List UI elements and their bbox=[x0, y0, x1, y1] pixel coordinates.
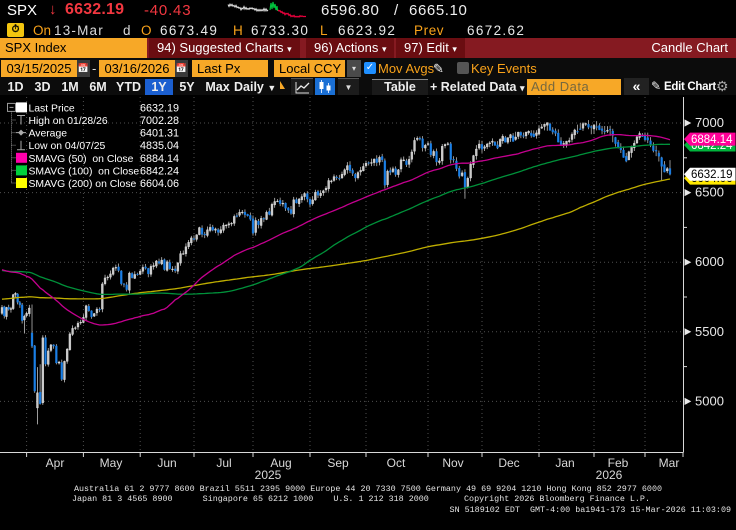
svg-text:6884.14: 6884.14 bbox=[140, 153, 179, 165]
svg-text:SMAVG (200) on Close: SMAVG (200) on Close bbox=[29, 179, 137, 190]
svg-text:5000: 5000 bbox=[695, 393, 724, 408]
svg-text:Oct: Oct bbox=[387, 456, 406, 470]
svg-text:5500: 5500 bbox=[695, 324, 724, 339]
svg-text:Apr: Apr bbox=[46, 456, 65, 470]
svg-text:High on 01/28/26: High on 01/28/26 bbox=[29, 116, 108, 127]
svg-text:Low on 04/07/25: Low on 04/07/25 bbox=[29, 141, 106, 152]
svg-text:Aug: Aug bbox=[270, 456, 291, 470]
svg-text:2026: 2026 bbox=[596, 468, 623, 482]
svg-text:Jan: Jan bbox=[555, 456, 574, 470]
svg-text:Mar: Mar bbox=[659, 456, 680, 470]
svg-text:Dec: Dec bbox=[498, 456, 519, 470]
svg-text:Jun: Jun bbox=[157, 456, 176, 470]
svg-text:4835.04: 4835.04 bbox=[140, 140, 179, 152]
svg-text:6604.06: 6604.06 bbox=[140, 178, 179, 190]
svg-text:2025: 2025 bbox=[255, 468, 282, 482]
svg-text:Nov: Nov bbox=[442, 456, 463, 470]
svg-text:Jul: Jul bbox=[216, 456, 231, 470]
svg-text:6632.19: 6632.19 bbox=[691, 169, 733, 181]
svg-text:May: May bbox=[100, 456, 123, 470]
svg-text:6884.14: 6884.14 bbox=[691, 134, 733, 146]
svg-text:6632.19: 6632.19 bbox=[140, 102, 179, 114]
svg-text:7002.28: 7002.28 bbox=[140, 115, 179, 127]
svg-text:Sep: Sep bbox=[327, 456, 349, 470]
svg-text:7000: 7000 bbox=[695, 115, 724, 130]
svg-text:6000: 6000 bbox=[695, 254, 724, 269]
svg-text:SMAVG (100) on Close: SMAVG (100) on Close bbox=[29, 166, 140, 177]
svg-text:6500: 6500 bbox=[695, 185, 724, 200]
svg-text:Feb: Feb bbox=[608, 456, 629, 470]
svg-text:6842.24: 6842.24 bbox=[140, 165, 179, 177]
svg-text:Last Price: Last Price bbox=[29, 103, 75, 114]
svg-text:SMAVG (50) on Close: SMAVG (50) on Close bbox=[29, 154, 134, 165]
svg-text:Average: Average bbox=[29, 129, 68, 140]
svg-text:6401.31: 6401.31 bbox=[140, 128, 179, 140]
